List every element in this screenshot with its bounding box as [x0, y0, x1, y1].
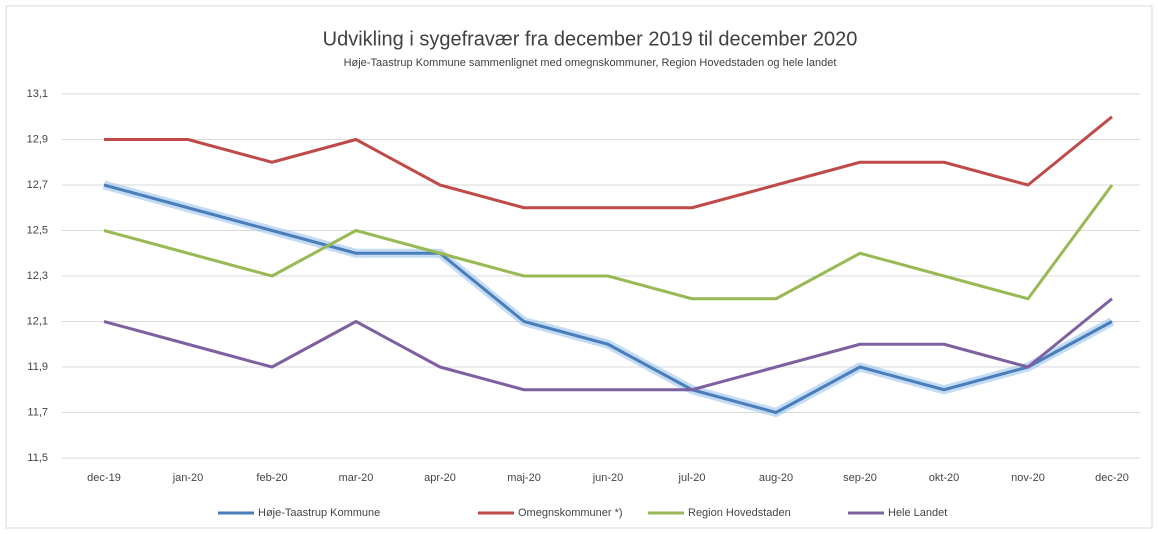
y-tick-label: 11,9	[27, 361, 48, 373]
x-tick-label: feb-20	[256, 472, 287, 484]
x-tick-label: dec-20	[1095, 472, 1129, 484]
series-line	[103, 184, 1114, 301]
x-tick-label: jul-20	[678, 472, 706, 484]
x-tick-label: okt-20	[929, 472, 960, 484]
x-tick-label: sep-20	[843, 472, 877, 484]
series-line	[103, 297, 1113, 392]
x-tick-label: apr-20	[424, 472, 456, 484]
x-tick-label: aug-20	[759, 472, 793, 484]
y-tick-label: 12,5	[27, 224, 48, 236]
y-tick-label: 11,7	[27, 406, 48, 418]
y-tick-label: 11,5	[27, 452, 48, 464]
y-tick-label: 12,9	[27, 133, 48, 145]
legend-label: Omegnskommuner *)	[518, 507, 623, 519]
x-tick-label: nov-20	[1011, 472, 1045, 484]
legend-label: Hele Landet	[888, 507, 947, 519]
x-tick-label: jun-20	[592, 472, 624, 484]
chart-subtitle: Høje-Taastrup Kommune sammenlignet med o…	[344, 57, 837, 69]
legend-label: Høje-Taastrup Kommune	[258, 507, 380, 519]
x-tick-label: jan-20	[172, 472, 204, 484]
y-tick-label: 12,1	[27, 315, 48, 327]
legend-label: Region Hovedstaden	[688, 507, 791, 519]
chart-border	[5, 5, 1153, 529]
x-tick-label: mar-20	[339, 472, 374, 484]
y-tick-label: 12,3	[27, 270, 48, 282]
x-tick-label: maj-20	[507, 472, 541, 484]
y-tick-label: 12,7	[27, 179, 48, 191]
series-line	[104, 115, 1113, 210]
series-line	[103, 183, 1113, 414]
y-tick-label: 13,1	[27, 88, 48, 100]
x-tick-label: dec-19	[87, 472, 121, 484]
chart-title: Udvikling i sygefravær fra december 2019…	[323, 28, 858, 50]
